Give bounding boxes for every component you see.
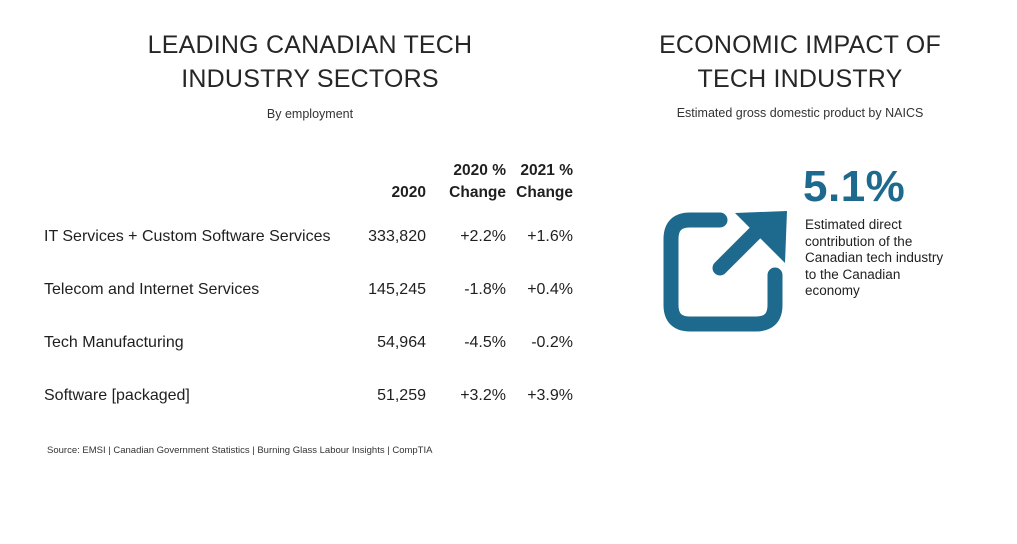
sectors-table: 2020 2020 % Change 2021 % Change IT Serv… xyxy=(44,160,573,422)
table-row: Telecom and Internet Services 145,245 -1… xyxy=(44,263,573,316)
left-subtitle: By employment xyxy=(266,107,354,121)
right-title-line2: TECH INDUSTRY xyxy=(697,65,903,93)
stat-value: 5.1% xyxy=(803,162,906,211)
employment-value: 54,964 xyxy=(377,333,426,351)
change-2021-value: +3.9% xyxy=(527,386,573,404)
employment-value: 51,259 xyxy=(377,386,426,404)
left-title: LEADING CANADIAN TECH INDUSTRY SECTORS xyxy=(110,28,510,96)
sector-name: Tech Manufacturing xyxy=(44,333,184,351)
change-2021-value: +0.4% xyxy=(527,280,573,298)
change-2020-value: -1.8% xyxy=(464,280,506,298)
source-note: Source: EMSI | Canadian Government Stati… xyxy=(47,445,433,456)
sector-name: Software [packaged] xyxy=(44,386,190,404)
change-2021-value: -0.2% xyxy=(531,333,573,351)
header-change-2020: 2020 % Change xyxy=(449,162,506,201)
table-row: IT Services + Custom Software Services 3… xyxy=(44,210,573,263)
left-title-line1: LEADING CANADIAN TECH xyxy=(147,31,473,59)
table-row: Software [packaged] 51,259 +3.2% +3.9% xyxy=(44,369,573,422)
header-change-2021: 2021 % Change xyxy=(516,162,573,201)
left-title-line2: INDUSTRY SECTORS xyxy=(181,65,439,93)
sector-name: IT Services + Custom Software Services xyxy=(44,227,331,245)
table-row: Tech Manufacturing 54,964 -4.5% -0.2% xyxy=(44,316,573,369)
table-header-row: 2020 2020 % Change 2021 % Change xyxy=(44,160,573,210)
right-title: ECONOMIC IMPACT OF TECH INDUSTRY xyxy=(600,28,1000,96)
stat-description: Estimated direct contribution of the Can… xyxy=(805,217,944,298)
change-2020-value: +3.2% xyxy=(460,386,506,404)
change-2020-value: +2.2% xyxy=(460,227,506,245)
change-2021-value: +1.6% xyxy=(527,227,573,245)
sector-name: Telecom and Internet Services xyxy=(44,280,260,298)
employment-value: 145,245 xyxy=(368,280,426,298)
right-subtitle: Estimated gross domestic product by NAIC… xyxy=(676,106,924,120)
header-2020: 2020 xyxy=(391,184,426,201)
external-arrow-icon xyxy=(663,211,787,332)
employment-value: 333,820 xyxy=(368,227,426,245)
change-2020-value: -4.5% xyxy=(464,333,506,351)
header-sector xyxy=(44,160,364,210)
right-title-line1: ECONOMIC IMPACT OF xyxy=(659,31,941,59)
